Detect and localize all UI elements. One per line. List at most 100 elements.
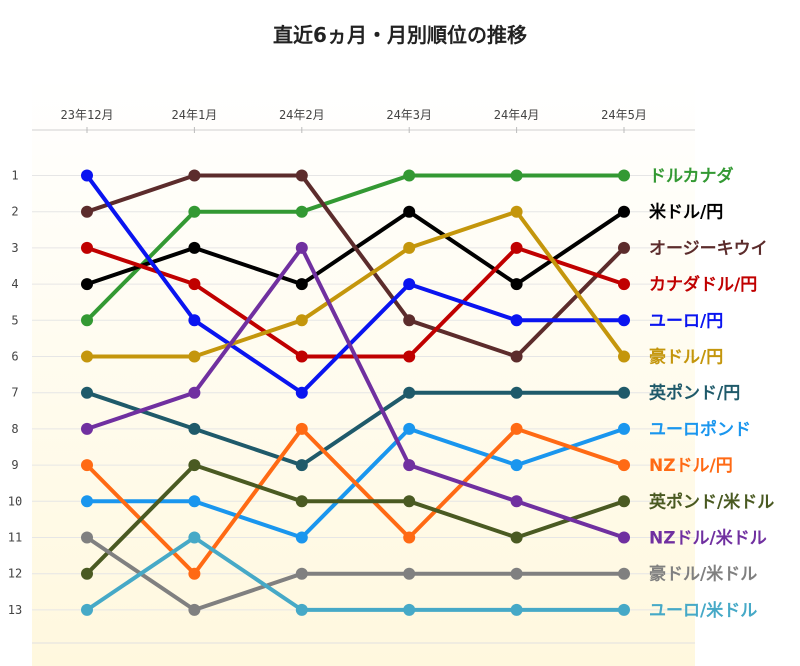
series-line	[85, 463, 626, 576]
data-point	[618, 241, 630, 254]
data-point	[188, 205, 201, 218]
y-tick-label: 10	[8, 494, 22, 508]
data-point	[188, 459, 201, 472]
data-point	[618, 495, 630, 508]
data-point	[295, 241, 308, 254]
y-tick-label: 12	[8, 567, 22, 581]
data-point	[188, 278, 201, 291]
y-tick-label: 4	[11, 277, 18, 291]
data-point	[510, 350, 523, 363]
x-tick-label: 24年2月	[279, 108, 325, 122]
data-point	[81, 278, 93, 291]
series	[81, 531, 630, 616]
data-point	[295, 603, 308, 616]
data-point	[403, 422, 416, 435]
y-tick-label: 5	[11, 313, 18, 327]
series	[81, 169, 630, 399]
data-point	[81, 603, 93, 616]
y-tick-label: 7	[11, 386, 18, 400]
series-line	[85, 173, 626, 395]
series-label: オージーキウイ	[649, 239, 768, 259]
data-point	[618, 459, 630, 472]
data-point	[510, 241, 523, 254]
series-line	[85, 390, 626, 468]
series-label: 英ポンド/円	[649, 383, 740, 404]
series	[81, 386, 630, 472]
data-point	[188, 495, 201, 508]
y-tick-label: 1	[11, 169, 18, 183]
data-point	[81, 241, 93, 254]
series-label: ユーロ/円	[649, 311, 723, 331]
data-point	[510, 459, 523, 472]
x-tick-label: 24年4月	[494, 108, 540, 122]
data-point	[295, 459, 308, 472]
data-point	[81, 531, 93, 544]
series-label: NZドル/円	[649, 456, 733, 476]
series-line	[85, 535, 626, 612]
series	[81, 422, 630, 580]
y-tick-label: 3	[11, 241, 18, 255]
series-label: 英ポンド/米ドル	[649, 491, 774, 512]
data-point	[188, 241, 201, 254]
y-tick-label: 2	[11, 205, 18, 219]
y-tick-label: 9	[11, 458, 18, 472]
data-point	[510, 495, 523, 508]
data-point	[510, 314, 523, 327]
data-point	[618, 422, 630, 435]
series-line	[85, 535, 626, 612]
data-point	[510, 567, 523, 580]
x-axis-ticks: 23年12月 24年1月 24年2月 24年3月 24年4月 24年5月	[61, 108, 647, 133]
data-point	[295, 422, 308, 435]
data-point	[81, 459, 93, 472]
data-point	[188, 422, 201, 435]
x-tick-label: 24年3月	[386, 108, 432, 122]
data-point	[81, 314, 93, 327]
y-tick-label: 6	[11, 350, 18, 364]
data-point	[295, 567, 308, 580]
data-point	[295, 169, 308, 182]
data-point	[403, 603, 416, 616]
chart-title: 直近6ヵ月・月別順位の推移	[273, 23, 527, 47]
series-line	[85, 209, 626, 359]
series-label: 豪ドル/米ドル	[649, 564, 757, 585]
data-point	[403, 169, 416, 182]
data-point	[81, 169, 93, 182]
data-point	[81, 205, 93, 218]
data-point	[403, 241, 416, 254]
data-point	[188, 531, 201, 544]
series-lines	[81, 169, 630, 616]
data-point	[403, 531, 416, 544]
data-point	[403, 278, 416, 291]
data-point	[188, 314, 201, 327]
series-line	[85, 173, 626, 359]
data-point	[618, 350, 630, 363]
data-point	[295, 314, 308, 327]
data-point	[403, 567, 416, 580]
data-point	[403, 205, 416, 218]
data-point	[295, 531, 308, 544]
series-line	[85, 173, 626, 323]
data-point	[510, 169, 523, 182]
data-point	[618, 205, 630, 218]
series-line	[85, 426, 626, 576]
y-tick-label: 8	[11, 422, 18, 436]
data-point	[403, 459, 416, 472]
data-point	[403, 495, 416, 508]
data-point	[295, 495, 308, 508]
data-point	[618, 386, 630, 399]
series	[81, 169, 630, 327]
data-point	[403, 386, 416, 399]
series	[81, 459, 630, 580]
data-point	[618, 169, 630, 182]
data-point	[81, 567, 93, 580]
data-point	[188, 350, 201, 363]
y-tick-label: 11	[8, 531, 22, 545]
data-point	[188, 603, 201, 616]
data-point	[81, 350, 93, 363]
series-label: カナダドル/円	[649, 274, 757, 295]
data-point	[618, 603, 630, 616]
data-point	[295, 205, 308, 218]
